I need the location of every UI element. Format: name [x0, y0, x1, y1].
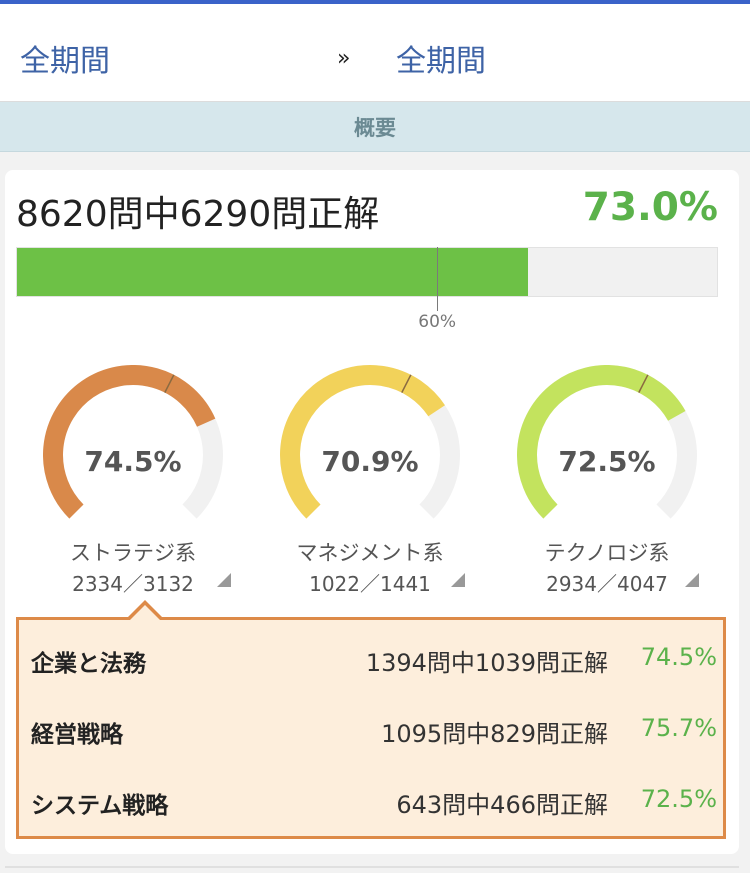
- detail-count: 1394問中1039問正解: [365, 649, 608, 677]
- period-header: 全期間 » 全期間: [0, 4, 750, 102]
- gauge-percent: 72.5%: [558, 445, 656, 478]
- gauge-count: 1022／1441: [309, 572, 431, 596]
- section-title: 概要: [0, 102, 750, 152]
- gauge-fill: [517, 365, 686, 519]
- summary-rate: 73.0%: [582, 185, 718, 230]
- progress-bar: [16, 247, 718, 297]
- gauge-technology-ring: [517, 365, 697, 519]
- progress-fill: [17, 248, 528, 296]
- gauge-count: 2934／4047: [546, 572, 668, 596]
- gauge-threshold-tick: [401, 374, 412, 393]
- detail-row-corporate-legal[interactable]: 企業と法務 1394問中1039問正解 74.5%: [19, 624, 723, 694]
- gauge-fill: [280, 365, 445, 519]
- gauge-technology[interactable]: 72.5% テクノロジ系 2934／4047: [487, 365, 727, 605]
- gauge-strategy-ring: [43, 365, 223, 519]
- period-separator-icon: »: [337, 46, 351, 71]
- detail-row-system-strategy[interactable]: システム戦略 643問中466問正解 72.5%: [19, 766, 723, 836]
- detail-name: 企業と法務: [31, 651, 146, 677]
- gauge-percent: 70.9%: [321, 445, 419, 478]
- category-detail-panel: 企業と法務 1394問中1039問正解 74.5% 経営戦略 1095問中829…: [16, 600, 726, 839]
- detail-count: 643問中466問正解: [396, 791, 608, 819]
- summary-text: 8620問中6290問正解: [16, 194, 380, 235]
- gauge-percent: 74.5%: [84, 445, 182, 478]
- panel-caret-fill: [129, 605, 161, 621]
- gauge-label: ストラテジ系: [70, 541, 196, 565]
- detail-name: 経営戦略: [31, 722, 123, 748]
- detail-count: 1095問中829問正解: [381, 720, 608, 748]
- gauge-threshold-tick: [164, 374, 175, 393]
- expand-triangle-icon[interactable]: [451, 573, 465, 587]
- gauge-fill: [43, 365, 216, 519]
- gauge-threshold-tick: [638, 374, 649, 393]
- gauge-management-ring: [280, 365, 460, 519]
- gauge-count: 2334／3132: [72, 572, 194, 596]
- summary-card: 8620問中6290問正解 73.0% 60% 74.5% ストラテジ系 233…: [5, 170, 739, 854]
- threshold-label: 60%: [418, 312, 457, 332]
- detail-row-business-strategy[interactable]: 経営戦略 1095問中829問正解 75.7%: [19, 695, 723, 765]
- detail-rate: 74.5%: [640, 643, 717, 671]
- bottom-divider: [5, 866, 739, 868]
- gauge-management[interactable]: 70.9% マネジメント系 1022／1441: [250, 365, 490, 605]
- gauge-strategy[interactable]: 74.5% ストラテジ系 2334／3132: [13, 365, 253, 605]
- threshold-marker: [437, 247, 439, 311]
- detail-rate: 75.7%: [640, 714, 717, 742]
- expand-triangle-icon[interactable]: [685, 573, 699, 587]
- detail-rate: 72.5%: [640, 785, 717, 813]
- expand-triangle-icon[interactable]: [217, 573, 231, 587]
- gauge-label: テクノロジ系: [544, 541, 670, 565]
- period-start-selector[interactable]: 全期間: [20, 44, 110, 79]
- period-end-selector[interactable]: 全期間: [396, 44, 486, 79]
- gauge-label: マネジメント系: [296, 541, 444, 565]
- detail-name: システム戦略: [31, 793, 169, 819]
- top-accent-line: [0, 0, 750, 4]
